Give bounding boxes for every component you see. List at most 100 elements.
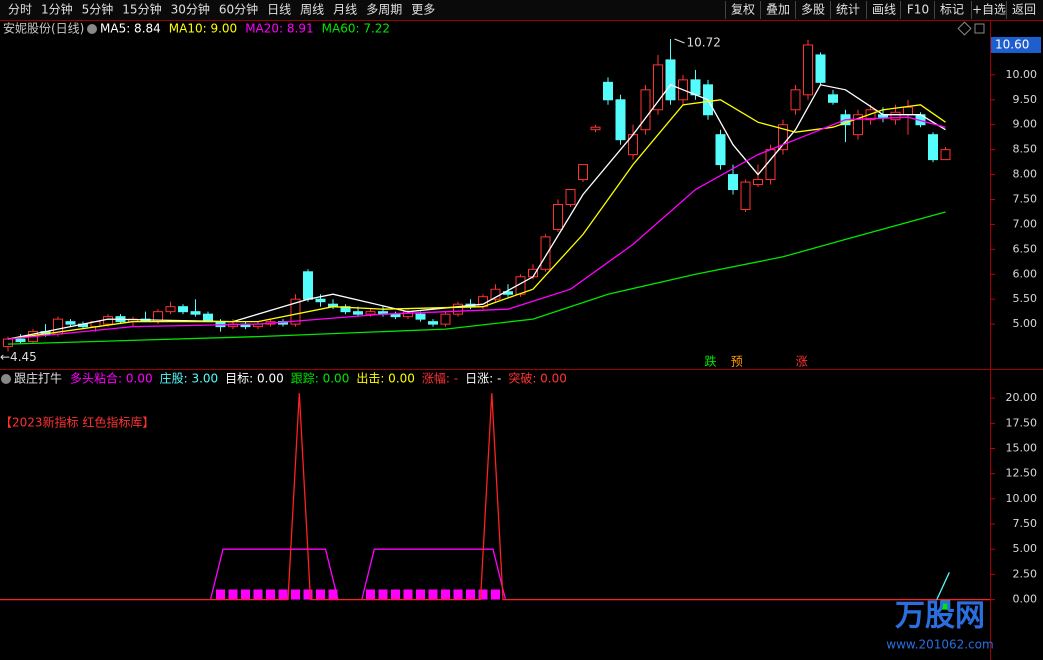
tool-icon[interactable] <box>974 23 985 34</box>
toolbar-tab[interactable]: 月线 <box>333 3 357 17</box>
y-tick-label: 2.50 <box>1013 567 1038 580</box>
candle-body <box>765 149 776 181</box>
signal-bar <box>278 589 288 600</box>
indicator-value: 突破: 0.00 <box>508 371 567 386</box>
candle-body <box>903 106 913 116</box>
y-tick-label: 7.50 <box>1013 517 1038 530</box>
tool-icon[interactable] <box>957 21 972 36</box>
toolbar-button[interactable]: 复权 <box>731 3 755 17</box>
signal-bar <box>366 589 375 600</box>
signal-bar <box>316 589 325 600</box>
toolbar-tab[interactable]: 5分钟 <box>82 2 114 17</box>
toolbar-button[interactable]: 标记 <box>940 3 964 17</box>
y-tick-label: 7.50 <box>1013 192 1038 205</box>
signal-bar <box>266 589 275 600</box>
toolbar-button[interactable]: 返回 <box>1012 3 1036 17</box>
indicator-line <box>7 116 946 340</box>
candle-body <box>65 321 76 325</box>
candle-body <box>428 321 438 325</box>
y-tick-label: 8.00 <box>1013 168 1038 181</box>
toolbar-tab[interactable]: 更多 <box>411 3 435 17</box>
candle-body <box>540 236 551 270</box>
candle-body <box>928 134 938 161</box>
y-tick-label: 20.00 <box>1006 391 1038 404</box>
signal-bar <box>378 589 388 600</box>
toolbar-tab[interactable]: 多周期 <box>366 3 402 17</box>
candle-body <box>653 64 663 111</box>
candle-body <box>440 313 451 325</box>
toolbar-tab[interactable]: 周线 <box>300 3 324 17</box>
signal-label: 预 <box>731 355 743 369</box>
candle-body <box>640 89 651 131</box>
toolbar-button[interactable]: 统计 <box>836 3 860 17</box>
candle-body <box>615 99 626 141</box>
candle-body <box>940 149 951 161</box>
max-pointer <box>674 38 685 44</box>
y-tick-label: 5.00 <box>1013 542 1038 555</box>
signal-bar <box>466 589 475 600</box>
cursor-price-label: 10.60 <box>995 37 1029 51</box>
watermark-title: 万股网 <box>895 599 985 634</box>
chart-title: 跟庄打牛 <box>14 371 62 386</box>
candle-body <box>790 89 801 111</box>
signal-bar <box>491 589 500 600</box>
y-tick-label: 17.50 <box>1006 416 1038 429</box>
candle-body <box>3 338 13 348</box>
y-tick-label: 9.50 <box>1013 93 1038 106</box>
indicator-line <box>209 548 507 600</box>
toolbar-bg <box>0 0 1043 20</box>
indicator-value: 多头粘合: 0.00 <box>70 371 153 386</box>
signal-label: 跌 <box>704 354 716 369</box>
candle-body <box>740 181 751 210</box>
toolbar-button[interactable]: +自选 <box>972 3 1006 17</box>
toolbar-button[interactable]: 多股 <box>801 3 825 17</box>
menu-icon[interactable] <box>1 374 11 384</box>
signal-bar <box>228 589 238 600</box>
indicator-note: 【2023新指标 红色指标库】 <box>0 415 154 430</box>
y-tick-label: 10.00 <box>1006 68 1038 81</box>
toolbar-tab[interactable]: 30分钟 <box>171 2 210 17</box>
y-tick-label: 0.00 <box>1013 593 1038 606</box>
signal-bar <box>303 589 313 600</box>
toolbar-button[interactable]: 画线 <box>872 3 896 17</box>
signal-bar <box>253 589 263 600</box>
candle-body <box>190 311 201 315</box>
candle-body <box>165 306 176 313</box>
candle-body <box>803 44 813 96</box>
signal-label: 涨 <box>796 354 808 369</box>
signal-bar <box>391 589 400 600</box>
toolbar-button[interactable]: 叠加 <box>766 3 790 17</box>
candle-body <box>590 126 601 131</box>
indicator-value: 跟踪: 0.00 <box>291 372 350 386</box>
indicator-line <box>7 211 946 345</box>
legend-entry: MA20: 8.91 <box>245 22 313 36</box>
y-tick-label: 8.50 <box>1013 143 1038 156</box>
toolbar-tab[interactable]: 15分钟 <box>122 2 161 17</box>
toolbar-tab[interactable]: 60分钟 <box>219 2 258 17</box>
candle-body <box>315 298 326 303</box>
candle-body <box>215 321 226 328</box>
legend-entry: MA5: 8.84 <box>100 22 161 36</box>
candle-body <box>365 311 376 315</box>
signal-bar <box>478 589 488 600</box>
toolbar-tab[interactable]: 日线 <box>267 3 291 17</box>
candle-body <box>753 179 763 186</box>
candle-body <box>415 313 426 320</box>
candle-body <box>715 134 726 166</box>
y-tick-label: 5.50 <box>1013 292 1038 305</box>
toolbar-tab[interactable]: 1分钟 <box>41 2 73 17</box>
toolbar-tab[interactable]: 分时 <box>8 3 32 17</box>
menu-icon[interactable] <box>87 24 97 34</box>
watermark-url: www.201062.com <box>886 638 993 652</box>
candle-body <box>353 311 363 315</box>
signal-bar <box>291 589 300 600</box>
toolbar-button[interactable]: F10 <box>907 3 929 17</box>
signal-bar <box>241 589 250 600</box>
candle-body <box>578 164 588 181</box>
y-tick-label: 12.50 <box>1006 467 1038 480</box>
y-tick-label: 7.00 <box>1013 217 1038 230</box>
y-tick-label: 6.00 <box>1013 267 1038 280</box>
signal-bar <box>416 589 425 600</box>
